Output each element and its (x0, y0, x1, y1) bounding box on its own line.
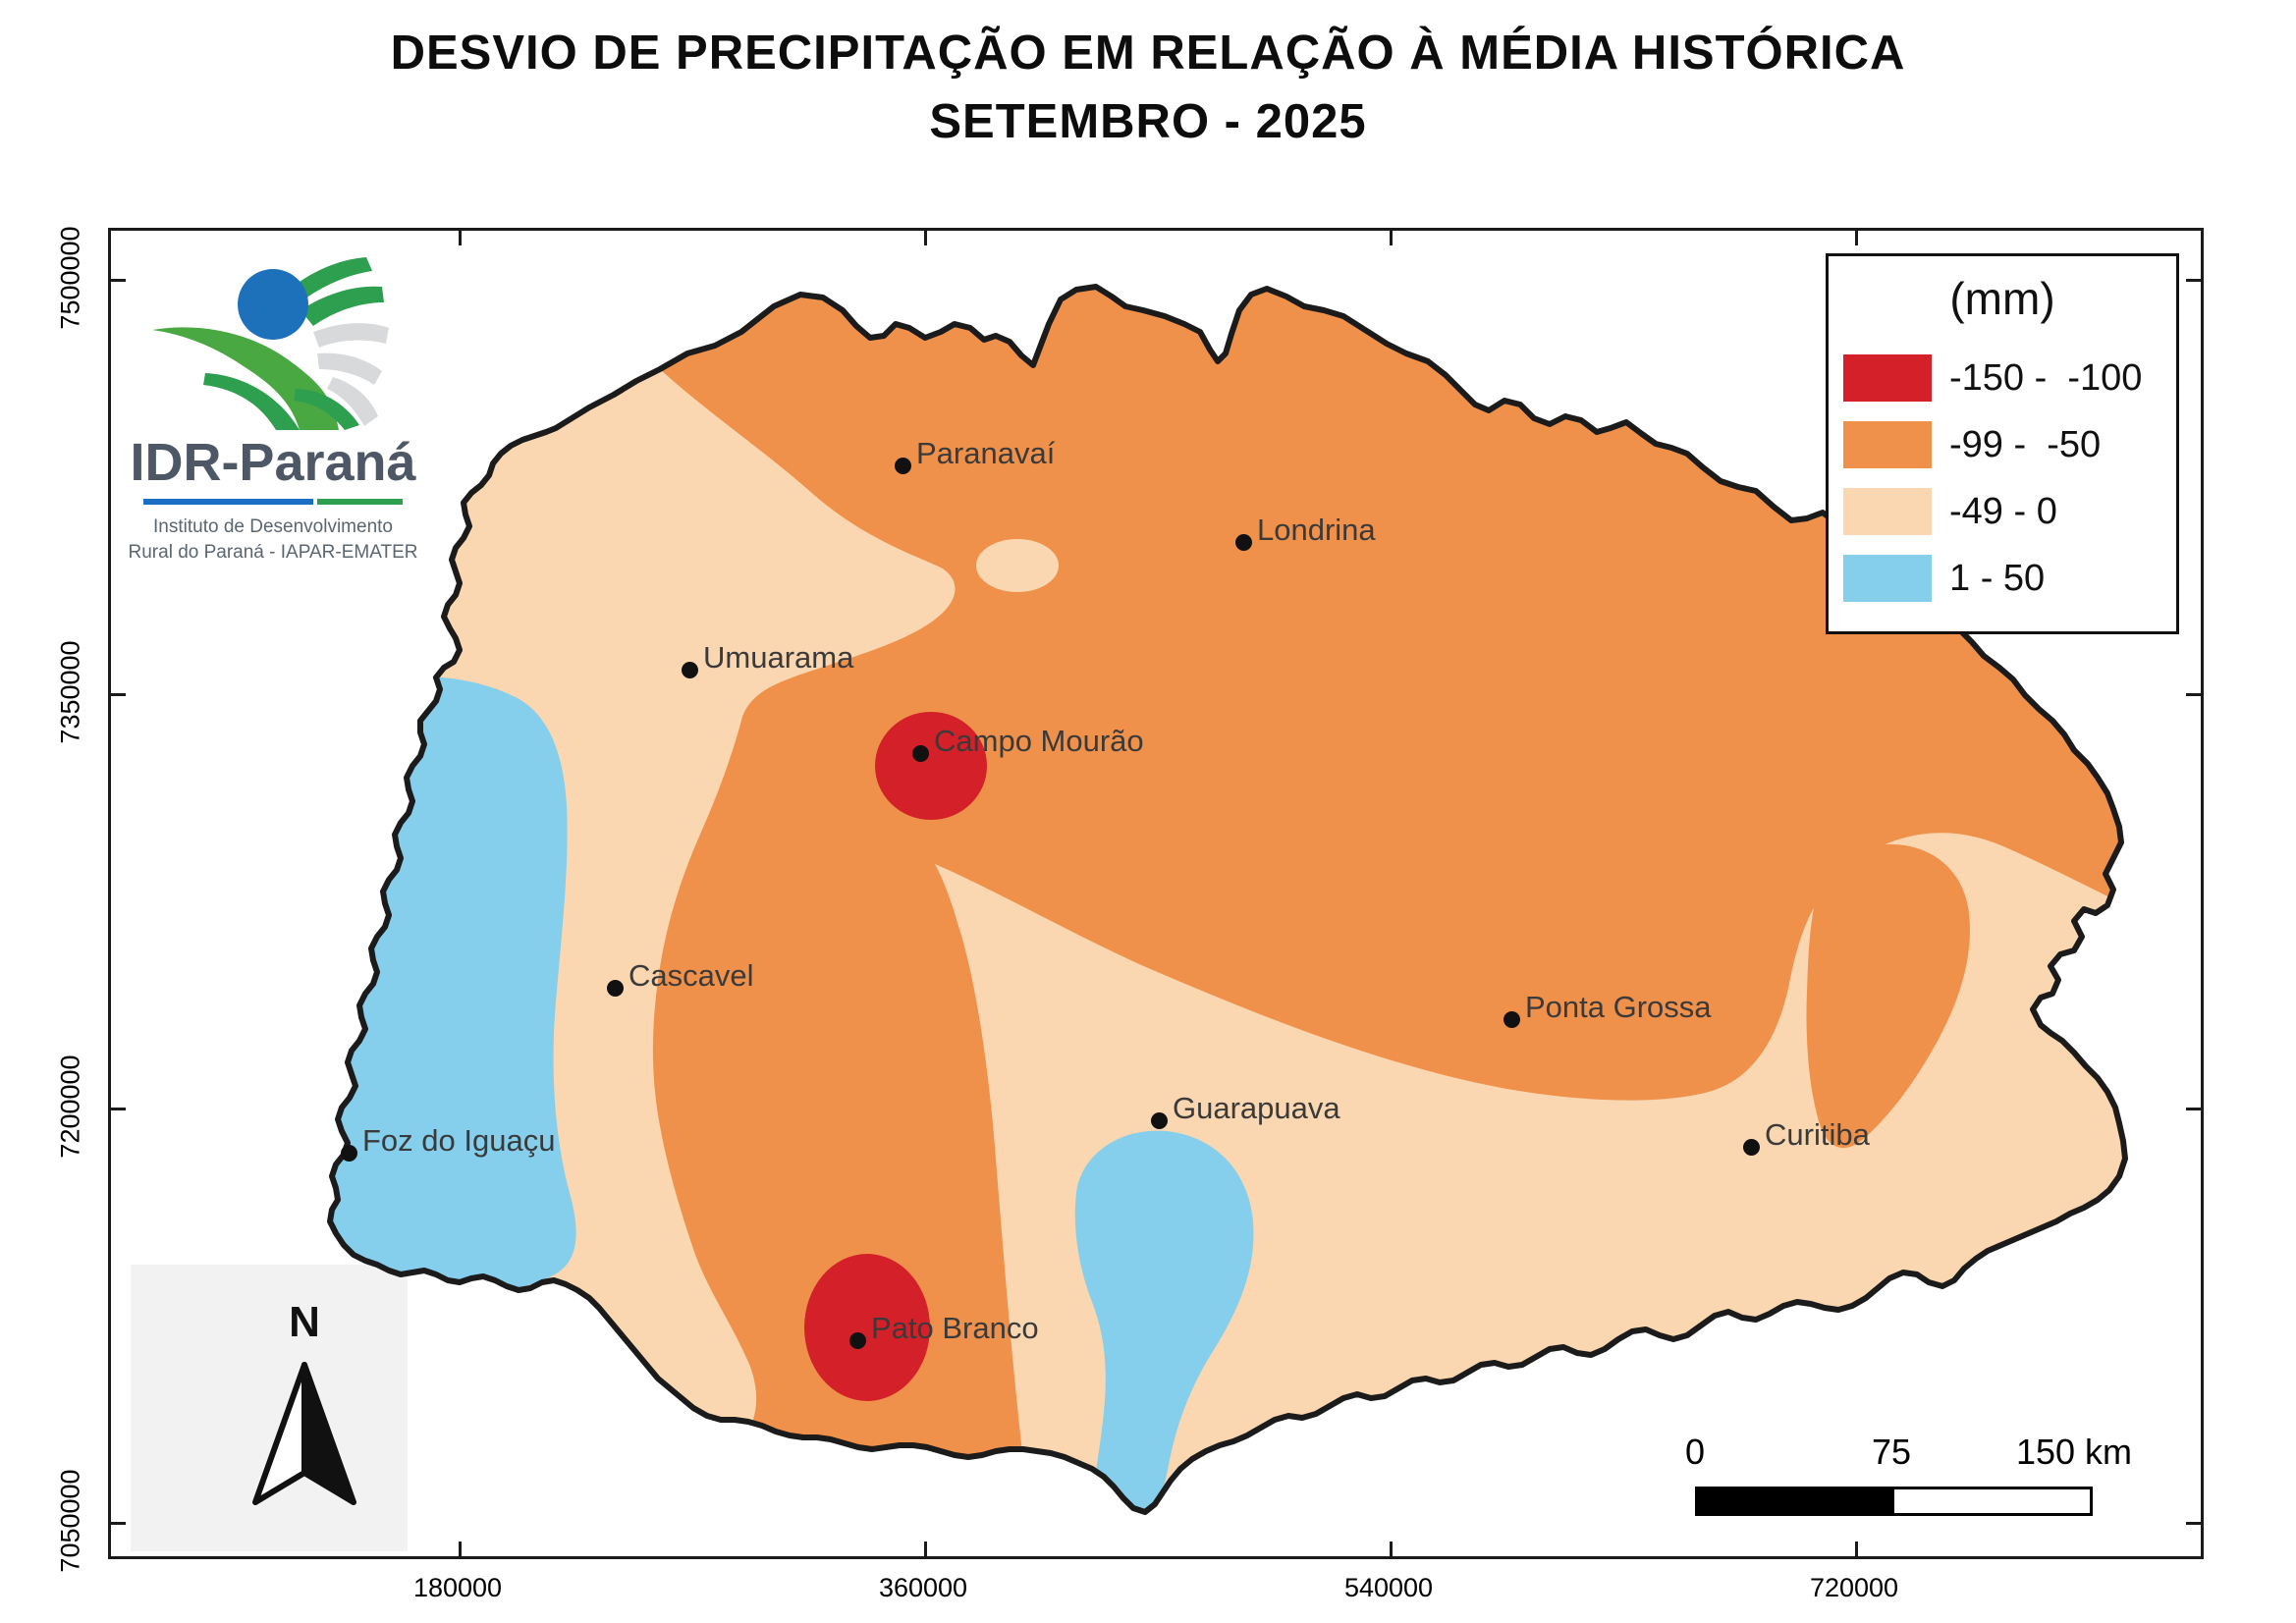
legend-swatch-blue (1843, 555, 1932, 602)
y-tick (2186, 1522, 2201, 1525)
y-axis-label: 7500000 (55, 226, 85, 330)
page-title: DESVIO DE PRECIPITAÇÃO EM RELAÇÃO À MÉDI… (390, 27, 1906, 80)
y-tick (2186, 279, 2201, 282)
x-axis-label: 540000 (1343, 1573, 1434, 1602)
logo-divider-green (317, 499, 403, 505)
city-dot (1151, 1111, 1168, 1129)
city-dot (341, 1144, 357, 1162)
y-tick (111, 279, 126, 282)
north-arrow-icon (252, 1362, 356, 1505)
zone-orange-tongue (1806, 843, 1970, 1149)
city-label: Umuarama (703, 640, 854, 675)
city-marker-foz-do-iguacu: Foz do Iguaçu (341, 1123, 555, 1170)
x-axis-label: 720000 (1809, 1573, 1899, 1602)
city-marker-ponta-grossa: Ponta Grossa (1503, 990, 1712, 1037)
y-axis-label: 7050000 (55, 1469, 85, 1573)
city-label: Pato Branco (871, 1311, 1039, 1345)
y-tick (111, 1522, 126, 1525)
title-block: DESVIO DE PRECIPITAÇÃO EM RELAÇÃO À MÉDI… (0, 26, 2296, 149)
logo-name: IDR-Paraná (130, 433, 416, 492)
logo-subtitle-line2: Rural do Paraná - IAPAR-EMATER (128, 541, 418, 563)
city-label: Ponta Grossa (1525, 990, 1712, 1024)
zone-red-pato-branco (804, 1254, 930, 1401)
legend: (mm) -150 - -100 -99 - -50 -49 - 0 1 - 5… (1826, 253, 2179, 634)
y-tick (111, 1108, 126, 1110)
city-dot (912, 744, 929, 762)
city-label: Campo Mourão (934, 724, 1144, 758)
city-marker-cascavel: Cascavel (607, 958, 754, 1005)
logo-divider (143, 499, 403, 505)
legend-label: -150 - -100 (1949, 356, 2143, 399)
x-tick (1855, 1542, 1858, 1556)
legend-row: -49 - 0 (1843, 488, 2057, 535)
y-axis-label: 7350000 (55, 640, 85, 744)
city-dot (682, 661, 698, 678)
north-arrow-panel (131, 1265, 408, 1551)
y-axis-label: 7200000 (55, 1055, 85, 1159)
x-tick (1390, 231, 1393, 245)
parana-state-outline (327, 284, 2128, 1515)
city-dot (895, 457, 911, 474)
legend-row: 1 - 50 (1843, 555, 2045, 602)
city-dot (1235, 533, 1252, 551)
legend-label: -49 - 0 (1949, 490, 2057, 532)
city-dot (1503, 1010, 1520, 1028)
page-subtitle: SETEMBRO - 2025 (929, 95, 1367, 148)
city-dot (1743, 1138, 1760, 1156)
city-marker-paranavai: Paranavaí (895, 436, 1055, 483)
scale-tick-label: 75 (1871, 1432, 1912, 1472)
logo-subtitle-line1: Instituto de Desenvolvimento (153, 516, 393, 537)
scale-bar-fill (1698, 1489, 1894, 1513)
x-tick (924, 1542, 927, 1556)
x-tick (459, 231, 462, 245)
city-marker-guarapuava: Guarapuava (1151, 1091, 1340, 1138)
legend-label: -99 - -50 (1949, 423, 2102, 465)
city-label: Guarapuava (1173, 1091, 1340, 1125)
legend-title: (mm) (1949, 273, 2055, 324)
x-tick (924, 231, 927, 245)
city-marker-pato-branco: Pato Branco (849, 1311, 1039, 1358)
city-label: Cascavel (629, 958, 754, 993)
city-dot (849, 1331, 866, 1349)
x-tick (1390, 1542, 1393, 1556)
idr-parana-logo: IDR-Paraná Instituto de Desenvolvimento … (126, 243, 420, 565)
city-marker-curitiba: Curitiba (1743, 1117, 1870, 1164)
legend-label: 1 - 50 (1949, 557, 2046, 599)
map-frame (108, 228, 2204, 1559)
x-axis-label: 180000 (412, 1573, 503, 1602)
city-label: Paranavaí (916, 436, 1056, 470)
north-label: N (289, 1298, 320, 1346)
scale-tick-label: 150 km (2015, 1432, 2133, 1472)
idr-parana-logo-icon (152, 257, 389, 430)
scale-bar: 0 75 150 km (1685, 1432, 2132, 1525)
zone-blue-south (1074, 1130, 1254, 1512)
x-axis-label: 360000 (878, 1573, 968, 1602)
city-label: Londrina (1257, 513, 1376, 547)
x-tick (459, 1542, 462, 1556)
legend-swatch-orange (1843, 421, 1932, 468)
zone-peach-pocket (976, 539, 1059, 592)
city-label: Curitiba (1765, 1117, 1870, 1152)
city-label: Foz do Iguaçu (362, 1123, 556, 1158)
legend-swatch-red (1843, 354, 1932, 402)
legend-row: -99 - -50 (1843, 421, 2101, 468)
scale-bar-track (1695, 1487, 2093, 1516)
scale-tick-label: 0 (1684, 1432, 1706, 1472)
legend-swatch-peach (1843, 488, 1932, 535)
zone-red-campo-mourao (875, 712, 987, 820)
y-tick (111, 693, 126, 696)
y-tick (2186, 1108, 2201, 1110)
x-tick (1855, 231, 1858, 245)
city-marker-umuarama: Umuarama (682, 640, 853, 687)
y-tick (2186, 693, 2201, 696)
logo-divider-blue (143, 499, 314, 505)
legend-row: -150 - -100 (1843, 354, 2142, 402)
city-marker-campo-mourao: Campo Mourão (912, 724, 1144, 771)
city-marker-londrina: Londrina (1235, 513, 1376, 560)
city-dot (607, 979, 624, 997)
